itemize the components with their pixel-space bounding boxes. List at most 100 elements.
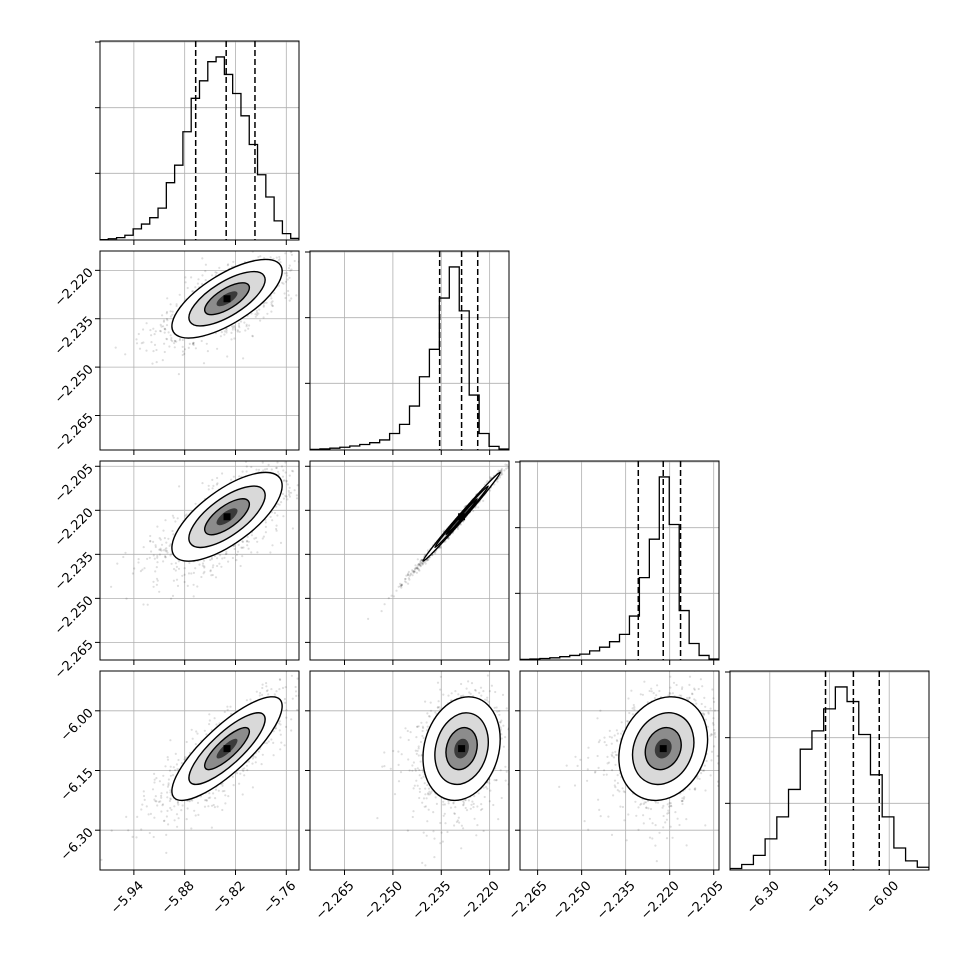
scatter-point: [141, 568, 144, 571]
scatter-point: [257, 312, 260, 315]
scatter-point: [181, 345, 184, 348]
scatter-point: [412, 570, 415, 573]
scatter-point: [157, 800, 161, 804]
scatter-point: [250, 551, 253, 554]
scatter-point: [168, 769, 172, 772]
scatter-point: [238, 475, 241, 478]
scatter-point: [164, 550, 167, 553]
scatter-point: [258, 308, 261, 311]
scatter-point: [498, 476, 502, 479]
scatter-point: [408, 578, 411, 581]
scatter-point: [418, 564, 421, 567]
scatter-point: [170, 338, 173, 341]
scatter-point: [270, 297, 273, 300]
scatter-point: [155, 583, 158, 586]
scatter-point: [139, 570, 142, 573]
scatter-point: [275, 466, 278, 469]
scatter-point: [281, 492, 284, 496]
scatter-point: [281, 686, 285, 690]
scatter-point: [116, 562, 119, 565]
scatter-point: [224, 552, 227, 556]
scatter-point: [237, 324, 241, 327]
scatter-point: [513, 451, 515, 453]
scatter-point: [145, 349, 148, 352]
scatter-point: [239, 320, 243, 323]
scatter-point: [411, 569, 414, 572]
scatter-point: [290, 297, 293, 300]
scatter-point: [207, 484, 210, 487]
scatter-point: [176, 767, 179, 771]
scatter-point: [192, 343, 195, 346]
scatter-point: [400, 584, 403, 587]
scatter-point: [164, 519, 167, 522]
scatter-point: [140, 342, 143, 345]
scatter-point: [149, 534, 152, 538]
scatter-point: [165, 310, 169, 314]
scatter-point: [168, 544, 171, 548]
scatter-point: [186, 584, 189, 588]
scatter-point: [293, 259, 296, 263]
scatter-point: [149, 540, 152, 543]
scatter-point: [192, 341, 195, 345]
scatter-point: [264, 246, 266, 248]
scatter-point: [284, 686, 287, 689]
scatter-point: [279, 733, 282, 736]
scatter-point: [289, 269, 292, 272]
scatter-point: [282, 497, 285, 500]
scatter-point: [269, 256, 272, 259]
scatter-point: [285, 272, 288, 275]
scatter-point: [241, 546, 244, 549]
scatter-point: [236, 329, 239, 332]
scatter-point: [417, 563, 420, 566]
scatter-point: [158, 553, 161, 556]
scatter-point: [255, 309, 258, 312]
scatter-point: [159, 323, 162, 326]
scatter-point: [264, 468, 267, 471]
scatter-point: [304, 678, 306, 680]
scatter-point: [510, 458, 512, 460]
scatter-point: [164, 556, 167, 559]
scatter-point: [202, 362, 206, 365]
scatter-point: [173, 342, 176, 345]
scatter-point: [504, 463, 507, 466]
scatter-point: [180, 809, 183, 812]
scatter-point: [500, 471, 503, 474]
scatter-point: [190, 276, 193, 279]
scatter-point: [246, 535, 249, 539]
scatter-point: [124, 353, 127, 356]
scatter-point: [400, 583, 404, 586]
scatter-point: [514, 455, 516, 457]
scatter-point: [177, 803, 180, 806]
histogram-step-2: [520, 476, 719, 660]
scatter-point: [306, 262, 308, 264]
scatter-point: [236, 550, 240, 553]
scatter-point: [367, 617, 370, 621]
scatter-point: [456, 527, 460, 531]
scatter-point: [271, 300, 274, 303]
scatter-point: [183, 348, 187, 351]
scatter-point: [110, 585, 113, 588]
scatter-point: [142, 328, 145, 331]
scatter-point: [513, 457, 515, 459]
scatter-point: [240, 546, 243, 549]
scatter-point: [201, 562, 205, 565]
scatter-point: [175, 578, 179, 581]
scatter-point: [210, 556, 213, 559]
scatter-point: [277, 470, 280, 473]
scatter-point: [153, 557, 156, 560]
scatter-point: [152, 554, 155, 557]
scatter-point: [277, 259, 280, 262]
scatter-point: [506, 463, 509, 467]
density-panel-3-0: [95, 670, 306, 875]
scatter-point: [291, 527, 294, 530]
scatter-point: [162, 560, 165, 563]
scatter-point: [150, 550, 153, 553]
scatter-point: [156, 561, 159, 564]
scatter-point: [497, 469, 500, 472]
scatter-point: [162, 319, 166, 322]
scatter-point: [474, 506, 477, 509]
scatter-point: [264, 525, 267, 529]
scatter-point: [211, 478, 214, 481]
scatter-point: [256, 540, 259, 543]
